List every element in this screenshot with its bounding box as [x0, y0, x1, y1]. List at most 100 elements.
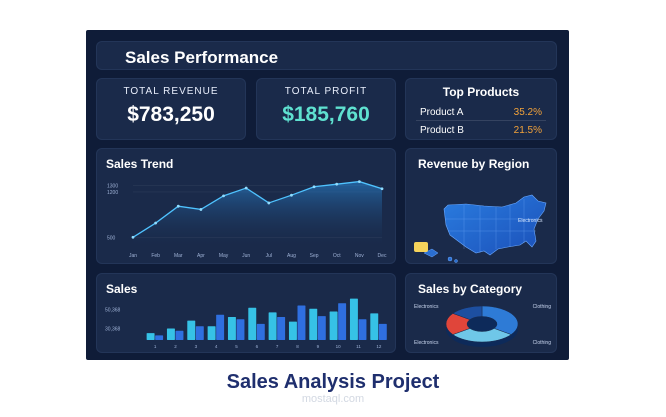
x-tick-label: 6 [256, 344, 259, 349]
donut-slice[interactable] [481, 305, 519, 335]
sales-bar[interactable] [248, 307, 257, 340]
donut-slice[interactable] [452, 305, 483, 320]
product-share: 21.5% [513, 125, 542, 136]
x-tick-label: 8 [296, 344, 299, 349]
sales-bar[interactable] [207, 326, 216, 340]
x-tick-label: Jan [129, 253, 137, 259]
category-label: Clothing [533, 340, 552, 346]
kpi-value: $783,250 [127, 103, 215, 126]
sales-bar[interactable] [227, 317, 236, 340]
x-tick-label: 3 [195, 344, 198, 349]
sales-bar[interactable] [155, 335, 164, 340]
sales-bar[interactable] [256, 323, 265, 340]
map-marker[interactable] [414, 242, 428, 252]
top-product-row[interactable]: Product B 21.5% [420, 125, 542, 136]
sales-bar[interactable] [146, 333, 155, 340]
trend-point[interactable] [335, 182, 339, 186]
top-product-row[interactable]: Product A 35.2% [420, 107, 542, 118]
kpi-value: $185,760 [282, 103, 370, 126]
x-tick-label: 9 [317, 344, 320, 349]
sales-bar[interactable] [277, 317, 286, 340]
trend-point[interactable] [222, 194, 225, 198]
sales-bar[interactable] [358, 319, 367, 340]
hawaii-dot[interactable] [447, 256, 453, 262]
divider [416, 120, 546, 121]
category-label: Electronics [414, 340, 439, 346]
x-tick-label: Aug [287, 253, 296, 259]
trend-point[interactable] [244, 186, 248, 190]
sales-bar[interactable] [309, 308, 318, 340]
trend-point[interactable] [131, 235, 135, 239]
x-tick-label: May [219, 253, 229, 259]
x-tick-label: 4 [215, 344, 218, 349]
trend-point[interactable] [380, 187, 384, 191]
sales-bar[interactable] [329, 311, 338, 340]
sales-bar[interactable] [349, 298, 358, 340]
x-tick-label: 2 [174, 344, 177, 349]
sales-trend-panel[interactable]: Sales Trend 1300 1200 500 Jan Feb Mar Apr May Ju… [96, 148, 396, 264]
x-tick-label: Jun [242, 253, 250, 259]
sales-bar[interactable] [288, 321, 297, 340]
x-tick-label: Jul [266, 253, 272, 259]
sales-bar[interactable] [187, 320, 196, 340]
sales-bar[interactable] [166, 328, 175, 341]
donut-slice[interactable] [452, 328, 512, 343]
sales-title: Sales [106, 282, 138, 296]
alaska-shape[interactable] [423, 248, 439, 258]
top-products-panel[interactable]: Top Products Product A 35.2% Product B 2… [405, 78, 557, 140]
trend-point[interactable] [199, 208, 203, 211]
sales-bar[interactable] [236, 319, 245, 340]
sales-bar[interactable] [338, 303, 347, 340]
trend-line[interactable] [132, 180, 383, 238]
y-tick-label: 50,368 [105, 308, 121, 314]
trend-area [133, 181, 382, 247]
trend-point[interactable] [290, 193, 293, 197]
kpi-total-revenue[interactable]: TOTAL REVENUE $783,250 [96, 78, 246, 140]
category-label: Clothing [533, 304, 552, 310]
x-tick-label: 7 [276, 344, 279, 349]
x-tick-label: 5 [235, 344, 238, 349]
trend-point[interactable] [176, 204, 180, 208]
map-tooltip: Electronics [518, 218, 543, 224]
page-title: Sales Performance [125, 48, 279, 67]
x-tick-label: Mar [174, 253, 183, 259]
x-tick-label: 1 [154, 344, 157, 349]
y-tick-label: 30,368 [105, 327, 121, 333]
sales-bar[interactable] [175, 330, 184, 340]
kpi-label: TOTAL REVENUE [123, 86, 219, 97]
trend-point[interactable] [154, 221, 158, 225]
x-tick-label: Oct [333, 253, 341, 259]
product-share: 35.2% [513, 107, 542, 118]
us-map[interactable]: Electronics [406, 149, 558, 265]
sales-bar[interactable] [378, 323, 387, 340]
sales-bar[interactable] [216, 314, 225, 340]
trend-point[interactable] [357, 180, 361, 183]
watermark: mostaql.com [301, 393, 365, 405]
sales-bar[interactable] [317, 316, 326, 340]
sales-category-chart: Electronics Clothing Electronics Clothing [414, 304, 552, 347]
hawaii-dot[interactable] [454, 259, 458, 263]
sales-category-title: Sales by Category [418, 282, 523, 296]
title-bar: Sales Performance [96, 41, 557, 70]
sales-bar[interactable] [268, 312, 277, 340]
sales-category-panel[interactable]: Sales by Category Electronics Clothing Ele… [405, 273, 557, 353]
revenue-region-panel[interactable]: Revenue by Region Electronics [405, 148, 557, 264]
y-tick-label: 1200 [107, 190, 118, 196]
sales-bar[interactable] [297, 305, 306, 341]
trend-point[interactable] [267, 201, 271, 205]
trend-point[interactable] [312, 185, 316, 189]
category-label: Electronics [414, 304, 439, 310]
x-tick-label: Feb [151, 253, 160, 259]
y-tick-label: 500 [107, 235, 116, 241]
sales-bar[interactable] [195, 326, 204, 340]
x-tick-label: Apr [197, 253, 205, 259]
product-name: Product A [420, 107, 464, 118]
product-name: Product B [420, 125, 464, 136]
sales-bar[interactable] [370, 313, 379, 340]
us-map-shape[interactable] [443, 194, 547, 256]
kpi-label: TOTAL PROFIT [284, 86, 368, 97]
x-tick-label: 11 [356, 344, 361, 349]
kpi-total-profit[interactable]: TOTAL PROFIT $185,760 [256, 78, 396, 140]
sales-panel[interactable]: Sales 50,368 30,368 1 2 3 4 5 6 7 8 9 10 11 12 [96, 273, 396, 353]
